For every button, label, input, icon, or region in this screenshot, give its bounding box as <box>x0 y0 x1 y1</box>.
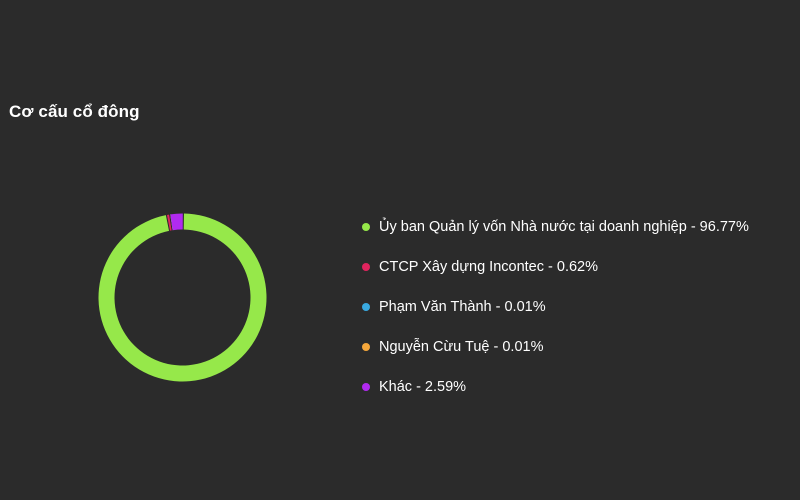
legend-dot-4 <box>362 383 370 391</box>
legend-item-3: Nguyễn Cừu Tuệ - 0.01% <box>362 327 749 367</box>
legend-item-2: Phạm Văn Thành - 0.01% <box>362 287 749 327</box>
legend-dot-3 <box>362 343 370 351</box>
donut-slice-4[interactable] <box>170 213 183 231</box>
legend-item-0: Ủy ban Quản lý vốn Nhà nước tại doanh ng… <box>362 207 749 247</box>
donut-slice-0[interactable] <box>98 213 267 382</box>
legend-item-1: CTCP Xây dựng Incontec - 0.62% <box>362 247 749 287</box>
legend-label-1: CTCP Xây dựng Incontec - 0.62% <box>379 259 598 275</box>
donut-slice-1[interactable] <box>167 214 172 231</box>
legend-item-4: Khác - 2.59% <box>362 367 749 407</box>
legend-dot-0 <box>362 223 370 231</box>
legend-label-3: Nguyễn Cừu Tuệ - 0.01% <box>379 339 544 355</box>
donut-chart <box>95 210 270 385</box>
legend-label-0: Ủy ban Quản lý vốn Nhà nước tại doanh ng… <box>379 219 749 235</box>
donut-svg <box>98 213 267 382</box>
legend-dot-1 <box>362 263 370 271</box>
legend-label-2: Phạm Văn Thành - 0.01% <box>379 299 546 315</box>
legend-dot-2 <box>362 303 370 311</box>
legend-label-4: Khác - 2.59% <box>379 379 467 395</box>
chart-legend: Ủy ban Quản lý vốn Nhà nước tại doanh ng… <box>362 207 749 407</box>
chart-title: Cơ cấu cổ đông <box>9 102 140 121</box>
